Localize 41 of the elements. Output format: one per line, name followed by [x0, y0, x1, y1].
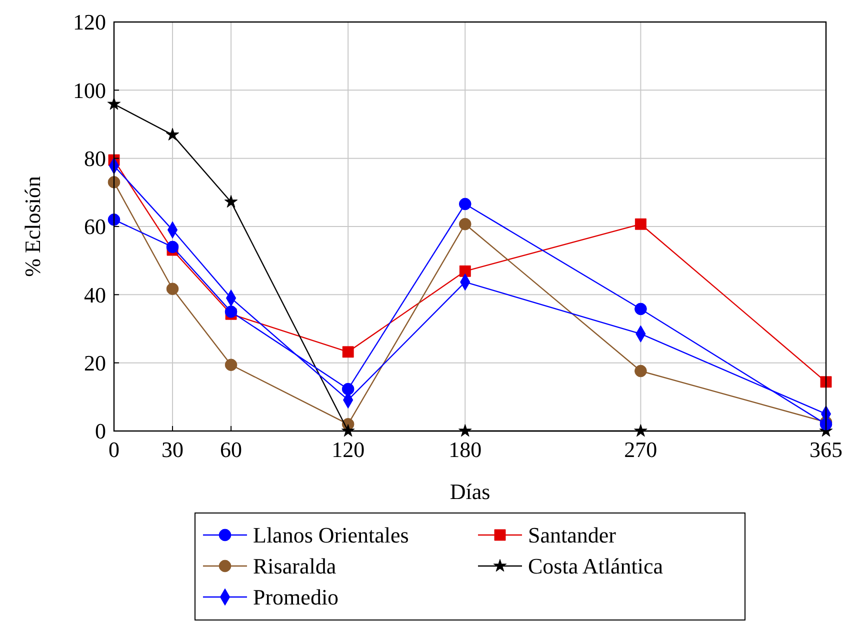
- x-tick-label: 365: [810, 437, 842, 462]
- legend-label: Costa Atlántica: [528, 554, 664, 579]
- point: [634, 218, 646, 230]
- legend-label: Llanos Orientales: [253, 522, 409, 548]
- point: [166, 128, 180, 140]
- point: [459, 265, 471, 277]
- x-tick-label: 180: [448, 437, 482, 462]
- point: [224, 195, 238, 208]
- x-tick-label: 60: [220, 437, 242, 462]
- y-tick-label: 0: [95, 418, 106, 444]
- y-tick-label: 80: [84, 146, 106, 172]
- point: [166, 240, 179, 254]
- point: [458, 198, 472, 210]
- y-tick-label: 60: [84, 214, 106, 240]
- point: [166, 282, 179, 296]
- point: [634, 302, 647, 316]
- point: [820, 418, 832, 430]
- point: [342, 346, 354, 358]
- point: [224, 358, 238, 372]
- legend-label: Risaralda: [253, 554, 336, 579]
- point: [342, 382, 354, 396]
- y-tick-label: 40: [84, 282, 106, 308]
- x-tick-label: 30: [162, 437, 184, 462]
- y-tick-label: 100: [73, 78, 106, 103]
- point: [224, 306, 238, 318]
- y-tick-label: 120: [73, 10, 106, 35]
- point: [108, 214, 120, 226]
- y-axis-title: % Eclosión: [20, 176, 45, 277]
- point: [458, 218, 472, 230]
- x-tick-label: 120: [332, 437, 365, 462]
- point: [341, 424, 355, 437]
- y-tick-label: 20: [84, 350, 106, 376]
- legend-label: Santander: [528, 522, 617, 548]
- point: [634, 364, 647, 378]
- point: [820, 376, 832, 388]
- point: [634, 424, 648, 437]
- legend-label: Promedio: [253, 584, 339, 610]
- point: [458, 424, 472, 437]
- point: [108, 176, 120, 188]
- x-tick-label: 270: [624, 437, 658, 462]
- x-axis-title: Días: [450, 479, 490, 504]
